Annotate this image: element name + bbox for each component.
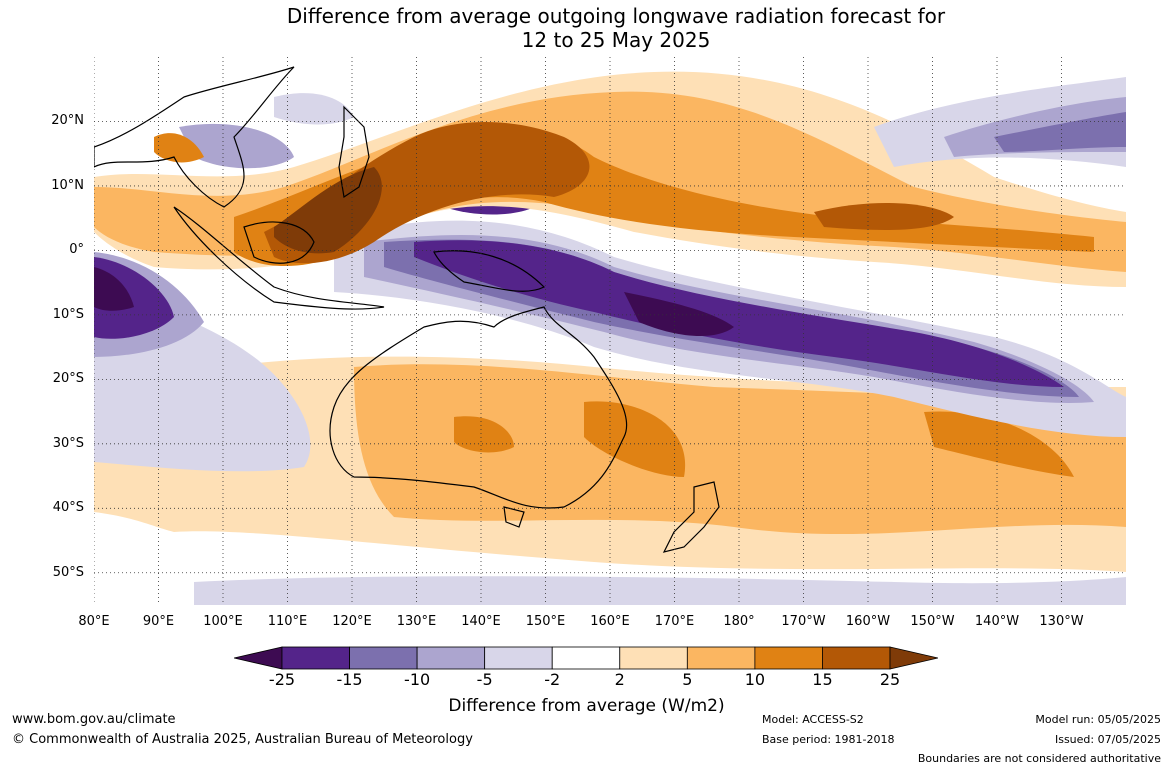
colorbar-tick-label: -25 (268, 670, 296, 689)
colorbar-extend-high (889, 646, 938, 670)
tasmania-outline (503, 506, 525, 528)
colorbar-label: Difference from average (W/m2) (448, 696, 725, 716)
colorbar-tick-label: 5 (682, 670, 693, 689)
longitude-tick-label: 140°E (461, 614, 501, 629)
new-zealand-outline (662, 481, 720, 553)
longitude-tick-label: 100°E (203, 614, 243, 629)
australia-outline (329, 306, 628, 509)
longitude-tick-label: 170°W (781, 614, 826, 629)
title-line-2: 12 to 25 May 2025 (521, 28, 711, 52)
longitude-tick-label: 150°W (910, 614, 955, 629)
southern-negative-band (194, 576, 1126, 605)
borneo-outline (243, 221, 315, 264)
latitude-tick-label: 20°N (51, 113, 84, 129)
colorbar-tick-label: 2 (614, 670, 625, 689)
colorbar-segment (686, 646, 756, 670)
longitude-tick-label: 130°W (1039, 614, 1084, 629)
latitude-tick-label: 40°S (52, 500, 84, 516)
colorbar-segment (484, 646, 553, 670)
colorbar-tick-label: 15 (812, 670, 833, 689)
latitude-tick-label: 10°N (51, 177, 84, 193)
gridlines (94, 57, 1126, 605)
new-guinea-outline (433, 250, 546, 292)
longitude-tick-label: 180° (723, 614, 755, 629)
colorbar-tick-label: -15 (336, 670, 363, 689)
philippines-outline (338, 105, 370, 199)
colorbar-segment (822, 646, 891, 670)
sumatra-java-outline (173, 206, 385, 310)
longitude-tick-label: 130°E (396, 614, 437, 629)
western-negative-anomaly (94, 252, 311, 472)
northeast-negative-anomaly (874, 77, 1126, 167)
colorbar-segment (416, 646, 486, 670)
longitude-tick-label: 160°E (590, 614, 630, 629)
colorbar-segment (754, 646, 823, 670)
colorbar-segment (281, 646, 350, 670)
website-link[interactable]: www.bom.gov.au/climate (12, 712, 176, 727)
issued-date: Issued: 07/05/2025 (1054, 733, 1161, 746)
longitude-tick-label: 160°W (845, 614, 891, 629)
latitude-tick-label: 0° (69, 242, 84, 258)
title-line-1: Difference from average outgoing longwav… (286, 4, 946, 28)
colorbar-segment (551, 646, 621, 670)
colorbar-extend-low (234, 646, 283, 670)
olr-anomaly-map (94, 57, 1126, 605)
base-period: Base period: 1981-2018 (762, 733, 895, 746)
latitude-tick-label: 10°S (52, 306, 84, 322)
longitude-tick-label: 170°E (654, 614, 695, 629)
colorbar-tick-label: 10 (744, 670, 766, 689)
longitude-tick-label: 110°E (267, 614, 308, 629)
coastlines (94, 66, 720, 553)
asia-mainland-outline (94, 66, 295, 208)
chart-title: Difference from average outgoing longwav… (0, 4, 1173, 52)
copyright-text: © Commonwealth of Australia 2025, Austra… (12, 732, 473, 747)
longitude-tick-label: 150°E (525, 614, 566, 629)
model-run-date: Model run: 05/05/2025 (1035, 713, 1161, 726)
model-name: Model: ACCESS-S2 (762, 713, 864, 726)
colorbar-tick-label: -2 (544, 670, 561, 689)
colorbar-tick-label: -5 (476, 670, 493, 689)
latitude-tick-label: 30°S (52, 435, 84, 451)
latitude-tick-label: 20°S (52, 371, 84, 387)
longitude-tick-label: 140°W (974, 614, 1020, 629)
colorbar-segment (619, 646, 688, 670)
longitude-tick-label: 90°E (142, 614, 175, 629)
colorbar-tick-label: -10 (404, 670, 431, 689)
colorbar (234, 646, 938, 670)
longitude-tick-label: 80°E (78, 614, 110, 629)
colorbar-tick-label: 25 (879, 670, 901, 689)
latitude-tick-label: 50°S (52, 564, 84, 580)
colorbar-segment (349, 646, 418, 670)
longitude-tick-label: 120°E (332, 614, 372, 629)
boundaries-disclaimer: Boundaries are not considered authoritat… (917, 752, 1161, 765)
